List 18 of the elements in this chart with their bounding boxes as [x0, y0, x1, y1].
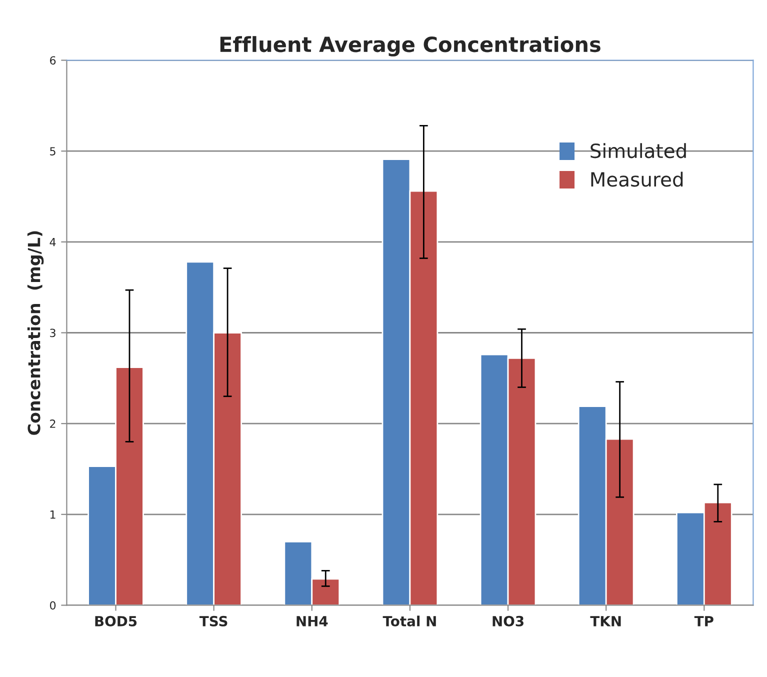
- y-tick-label: 3: [50, 328, 56, 338]
- y-tick-label: 4: [50, 238, 56, 246]
- legend-label: Measured: [591, 172, 683, 187]
- chart-title: Effluent Average Concentrations: [220, 36, 600, 56]
- legend-label: Simulated: [590, 143, 686, 158]
- y-axis-title: Concentration (mg/L): [27, 231, 44, 435]
- y-tick-label: 0: [50, 601, 56, 610]
- x-tick-label: BOD5: [95, 616, 137, 626]
- x-tick-label: TP: [694, 616, 714, 626]
- y-tick-label: 2: [50, 420, 56, 428]
- x-tick-label: TSS: [199, 616, 228, 626]
- y-tick-label: 6: [50, 56, 56, 65]
- x-tick-label: Total N: [382, 616, 436, 626]
- y-tick-label: 1: [50, 510, 56, 519]
- y-tick-label: 5: [50, 147, 56, 156]
- x-tick-label: TKN: [590, 616, 621, 626]
- x-tick-label: NO3: [492, 616, 524, 626]
- x-tick-label: NH4: [296, 616, 328, 626]
